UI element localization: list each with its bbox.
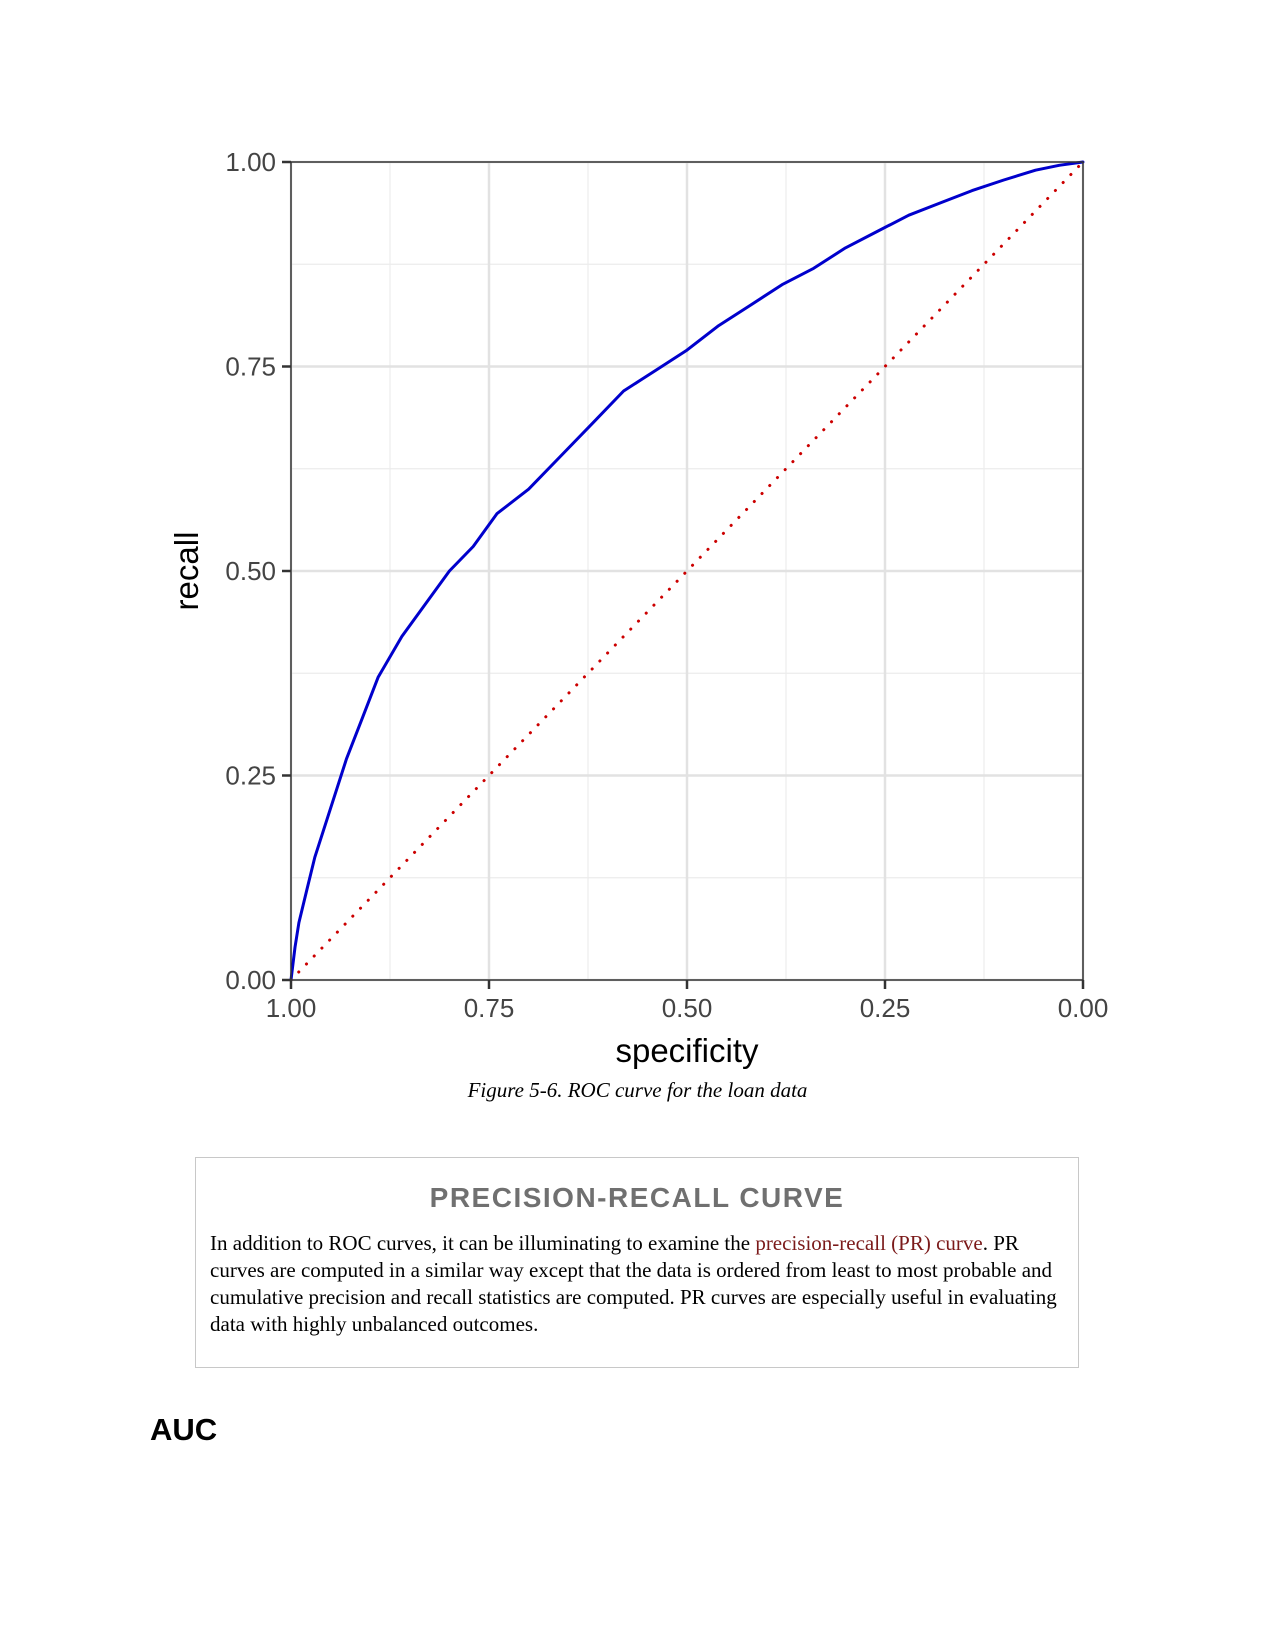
sidebar-text-after: . PR curves are computed in a similar wa… <box>210 1231 1057 1336</box>
series-layer <box>289 160 1085 982</box>
y-tick-label: 0.75 <box>225 352 276 382</box>
sidebar-title: PRECISION-RECALL CURVE <box>429 1182 845 1213</box>
sidebar-box: PRECISION-RECALL CURVE In addition to RO… <box>195 1157 1079 1368</box>
y-axis-title: recall <box>168 532 205 611</box>
x-tick-label: 0.00 <box>1058 993 1109 1023</box>
x-tick-label: 0.25 <box>860 993 911 1023</box>
section-heading: AUC <box>150 1412 218 1447</box>
figure-caption: Figure 5-6. ROC curve for the loan data <box>467 1078 808 1102</box>
axis-layer: 1.00 0.75 0.50 0.25 0.00 0.00 0.25 0.50 0.75 1.00 <box>225 147 1108 1023</box>
y-tick-label: 0.50 <box>225 556 276 586</box>
y-tick-label: 1.00 <box>225 147 276 177</box>
x-tick-label: 0.50 <box>662 993 713 1023</box>
diagonal-reference-line <box>289 160 1085 982</box>
sidebar-text-before: In addition to ROC curves, it can be ill… <box>210 1231 756 1255</box>
x-tick-label: 0.75 <box>464 993 515 1023</box>
roc-chart: 1.00 0.75 0.50 0.25 0.000.000.250.500.751.00… <box>168 147 1108 1069</box>
y-tick-label: 0.00 <box>225 965 276 995</box>
y-tick-label: 0.25 <box>225 761 276 791</box>
grid-layer <box>289 160 1085 982</box>
x-tick-label: 1.00 <box>266 993 317 1023</box>
pr-curve-link[interactable]: precision-recall (PR) curve <box>755 1231 983 1255</box>
x-axis-title: specificity <box>615 1032 759 1069</box>
roc-curve-line <box>289 160 1085 982</box>
sidebar-body: In addition to ROC curves, it can be ill… <box>210 1230 1064 1338</box>
